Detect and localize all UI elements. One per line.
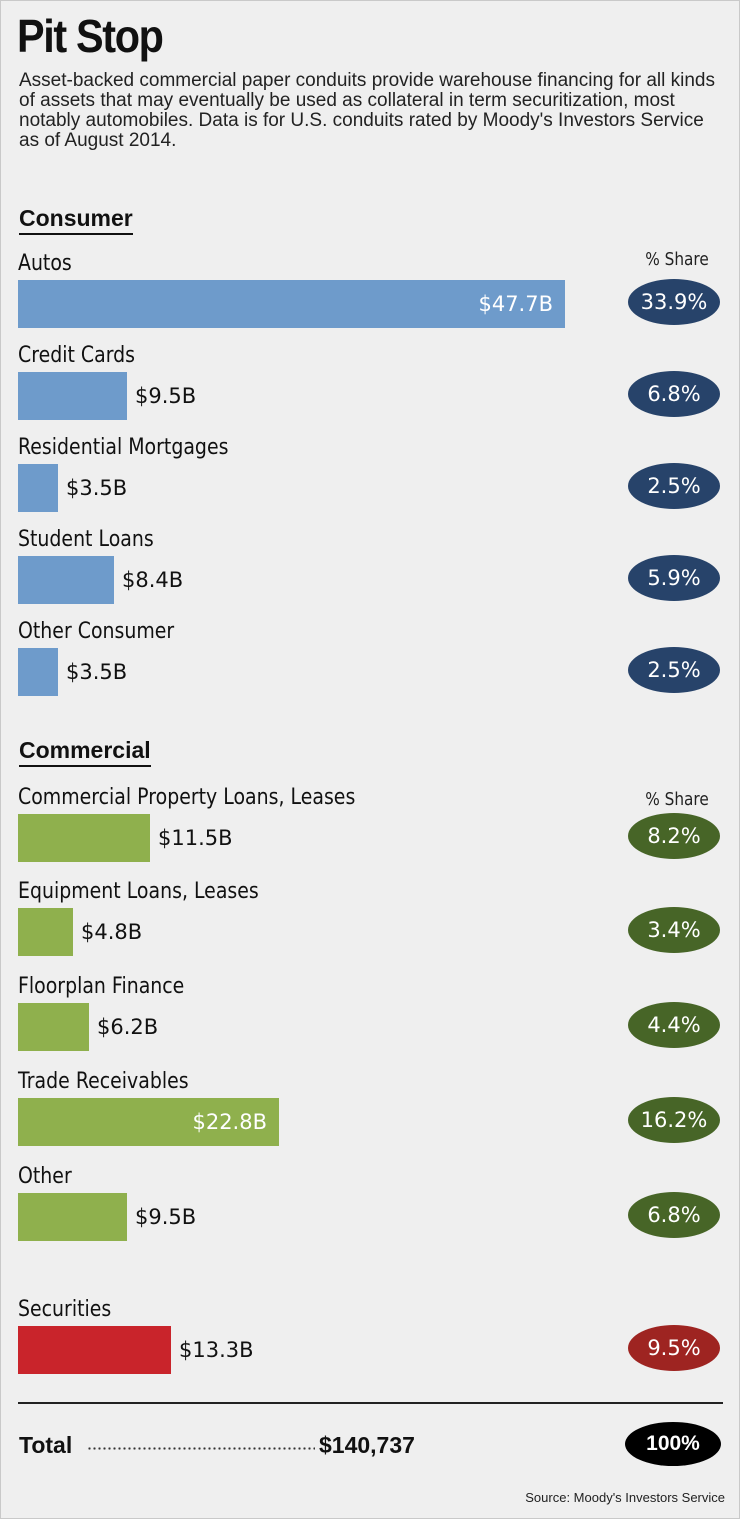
chart-subtitle: Asset-backed commercial paper conduits p… (19, 70, 715, 151)
bar-label: Autos (18, 251, 72, 276)
share-badge: 2.5% (628, 647, 720, 693)
bar-row-equipment-loans-leases: Equipment Loans, Leases $4.8B 3.4% (1, 879, 739, 971)
bar-credit-cards (18, 372, 127, 420)
bar-value-label: $9.5B (135, 1205, 197, 1229)
consumer-heading: Consumer (19, 205, 133, 235)
share-badge: 16.2% (628, 1097, 720, 1143)
bar-value-label: $47.7B (478, 292, 553, 316)
bar-row-credit-cards: Credit Cards $9.5B 6.8% (1, 343, 739, 435)
chart-title: Pit Stop (17, 10, 164, 62)
bar-row-trade-receivables: Trade Receivables $22.8B 16.2% (1, 1069, 739, 1161)
share-badge: 6.8% (628, 1192, 720, 1238)
bar-row-other: Other $9.5B 6.8% (1, 1164, 739, 1256)
bar-value-label: $11.5B (158, 826, 233, 850)
bar-value-label: $13.3B (179, 1338, 254, 1362)
bar-value-label: $4.8B (81, 920, 143, 944)
bar-value-label: $22.8B (192, 1110, 267, 1134)
share-badge: 8.2% (628, 813, 720, 859)
bar-row-other-consumer: Other Consumer $3.5B 2.5% (1, 619, 739, 711)
bar-other (18, 1193, 127, 1241)
bar-autos (18, 280, 565, 328)
bar-value-label: $3.5B (66, 660, 128, 684)
bar-row-commercial-property-loans-leases: Commercial Property Loans, Leases $11.5B 8… (1, 785, 739, 877)
total-value: $140,737 (319, 1432, 415, 1458)
share-badge: 5.9% (628, 555, 720, 601)
bar-equipment-loans-leases (18, 908, 73, 956)
bar-student-loans (18, 556, 114, 604)
total-divider (18, 1402, 723, 1404)
bar-label: Equipment Loans, Leases (18, 879, 259, 904)
bar-row-securities: Securities $13.3B 9.5% (1, 1297, 739, 1389)
bar-label: Credit Cards (18, 343, 136, 368)
share-badge: 9.5% (628, 1325, 720, 1371)
bar-label: Student Loans (18, 527, 154, 552)
share-badge: 33.9% (628, 279, 720, 325)
bar-label: Trade Receivables (18, 1069, 189, 1094)
commercial-heading: Commercial (19, 737, 151, 767)
commercial-share-header: % Share (645, 789, 709, 810)
bar-row-floorplan-finance: Floorplan Finance $6.2B 4.4% (1, 974, 739, 1066)
bar-residential-mortgages (18, 464, 58, 512)
share-badge: 2.5% (628, 463, 720, 509)
share-badge: 6.8% (628, 371, 720, 417)
bar-value-label: $9.5B (135, 384, 197, 408)
bar-commercial-property-loans-leases (18, 814, 150, 862)
bar-value-label: $3.5B (66, 476, 128, 500)
bar-label: Other Consumer (18, 619, 175, 644)
bar-row-autos: Autos $47.7B 33.9% (1, 251, 739, 343)
bar-other-consumer (18, 648, 58, 696)
bar-trade-receivables (18, 1098, 279, 1146)
bar-value-label: $6.2B (97, 1015, 159, 1039)
source-note: Source: Moody's Investors Service (525, 1490, 725, 1505)
total-leader-dots (87, 1447, 315, 1450)
bar-label: Commercial Property Loans, Leases (18, 785, 356, 810)
share-badge: 4.4% (628, 1002, 720, 1048)
bar-floorplan-finance (18, 1003, 89, 1051)
bar-label: Other (18, 1164, 72, 1189)
bar-row-student-loans: Student Loans $8.4B 5.9% (1, 527, 739, 619)
consumer-share-header: % Share (645, 249, 709, 270)
bar-row-residential-mortgages: Residential Mortgages $3.5B 2.5% (1, 435, 739, 527)
total-share-badge: 100% (625, 1422, 721, 1466)
bar-securities (18, 1326, 171, 1374)
bar-value-label: $8.4B (122, 568, 184, 592)
bar-label: Floorplan Finance (18, 974, 185, 999)
total-label: Total (19, 1432, 73, 1458)
share-badge: 3.4% (628, 907, 720, 953)
bar-label: Securities (18, 1297, 112, 1322)
bar-label: Residential Mortgages (18, 435, 229, 460)
